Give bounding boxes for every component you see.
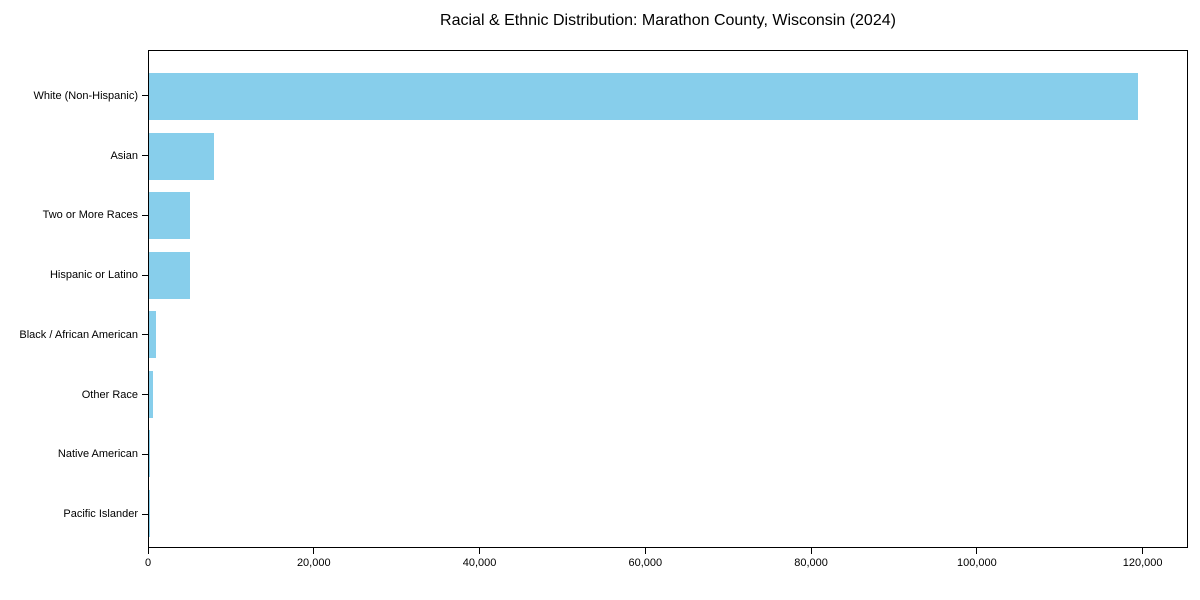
y-axis-tick-mark	[142, 453, 148, 455]
x-axis-tick-mark	[810, 548, 812, 554]
x-axis-tick-label: 20,000	[296, 557, 331, 569]
y-axis-tick-mark	[142, 95, 148, 97]
bar-row	[149, 424, 1187, 484]
x-axis-tick-label: 120,000	[1122, 557, 1163, 569]
y-axis-label-row: Pacific Islander	[0, 484, 148, 544]
x-axis-tick-label: 0	[144, 557, 152, 569]
bar-row	[149, 246, 1187, 306]
y-axis-tick-mark	[142, 513, 148, 515]
bar-series	[149, 51, 1187, 547]
x-axis-tick-label: 100,000	[956, 557, 997, 569]
x-axis-tick-mark	[479, 548, 481, 554]
y-axis-label: Pacific Islander	[63, 508, 138, 521]
bar	[149, 73, 1138, 121]
chart-title: Racial & Ethnic Distribution: Marathon C…	[440, 12, 896, 29]
x-axis-tick-mark	[644, 548, 646, 554]
y-axis-label: Native American	[57, 448, 138, 461]
bar	[149, 132, 215, 180]
y-axis-label-row: Black / African American	[0, 305, 148, 365]
plot-area	[148, 50, 1188, 548]
y-axis-label: Hispanic or Latino	[49, 269, 138, 282]
bar-row	[149, 67, 1187, 127]
x-axis-tick-mark	[147, 548, 149, 554]
bar-row	[149, 127, 1187, 187]
y-axis-label-row: Hispanic or Latino	[0, 245, 148, 305]
y-axis-tick-mark	[142, 155, 148, 157]
x-axis-tick-label: 80,000	[794, 557, 828, 569]
y-axis-label: Black / African American	[19, 328, 138, 341]
x-axis-tick-mark	[313, 548, 315, 554]
y-axis-tick-mark	[142, 394, 148, 396]
y-axis-label-row: Two or More Races	[0, 186, 148, 246]
x-axis-tick-label: 40,000	[462, 557, 497, 569]
y-axis-label-row: White (Non-Hispanic)	[0, 66, 148, 126]
y-axis-label-row: Asian	[0, 126, 148, 186]
bar-row	[149, 186, 1187, 246]
x-axis-tick-label: 60,000	[628, 557, 663, 569]
bar-row	[149, 305, 1187, 365]
x-axis-tick-mark	[976, 548, 978, 554]
y-axis-labels: White (Non-Hispanic) Asian Two or More Rac…	[0, 50, 148, 548]
bar	[149, 251, 190, 299]
bar	[149, 430, 151, 478]
y-axis-tick-mark	[142, 274, 148, 276]
bar	[149, 370, 153, 418]
bar	[149, 311, 157, 359]
y-axis-tick-mark	[142, 334, 148, 336]
y-axis-tick-mark	[142, 214, 148, 216]
y-axis-label-row: Other Race	[0, 365, 148, 425]
y-axis-label: Asian	[110, 149, 138, 162]
bar-row	[149, 365, 1187, 425]
bar	[149, 192, 191, 240]
y-axis-label: Other Race	[81, 388, 138, 401]
y-axis-label: Two or More Races	[42, 209, 138, 222]
bar-row	[149, 484, 1187, 544]
x-axis-tick-mark	[1142, 548, 1144, 554]
x-axis: 0 20,000 40,000 60,000 80,000 100,000 120,000	[144, 548, 1188, 582]
y-axis-label-row: Native American	[0, 425, 148, 485]
y-axis-label: White (Non-Hispanic)	[33, 89, 138, 102]
